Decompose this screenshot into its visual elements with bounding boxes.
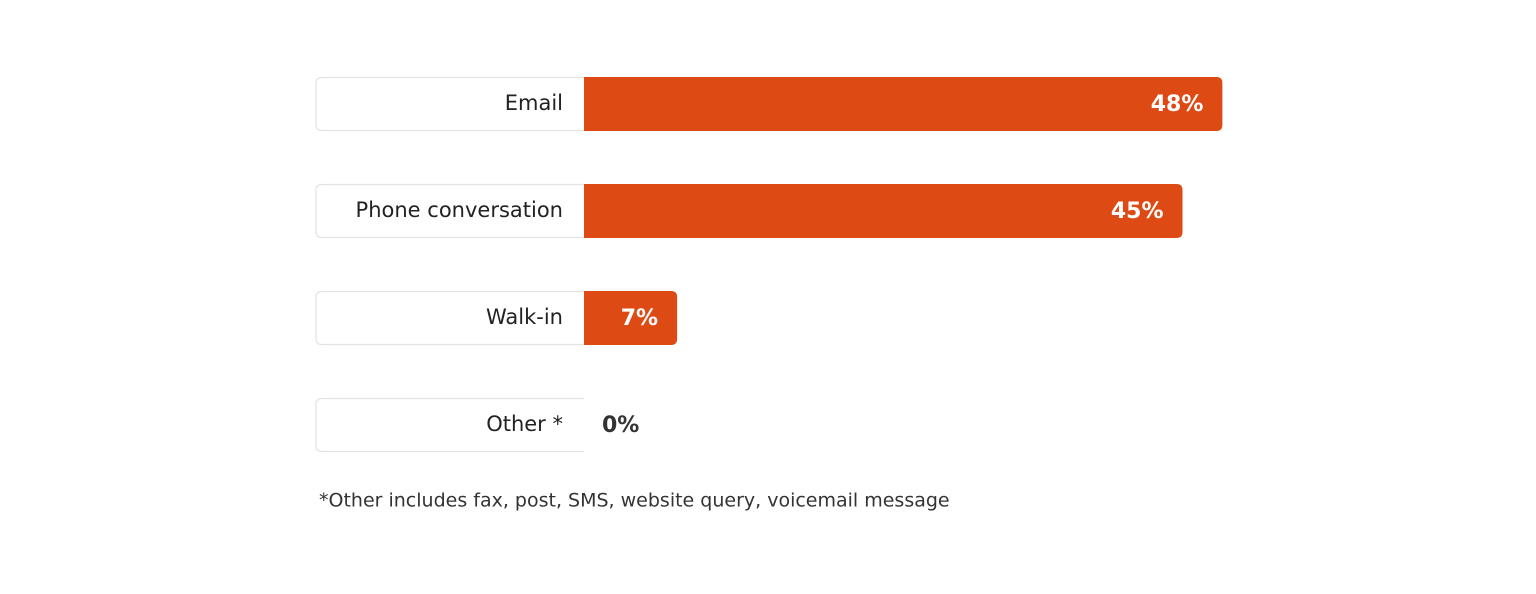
label-box bbox=[315, 76, 584, 132]
bar bbox=[584, 184, 1183, 238]
category-label: Phone conversation bbox=[356, 198, 563, 222]
category-label: Email bbox=[505, 91, 563, 115]
label-box bbox=[315, 290, 584, 346]
category-label: Other * bbox=[486, 412, 563, 436]
value-label: 48% bbox=[1151, 92, 1204, 117]
label-box bbox=[315, 183, 584, 239]
footnote: *Other includes fax, post, SMS, website … bbox=[319, 490, 950, 512]
value-label: 0% bbox=[602, 413, 639, 438]
category-label: Walk-in bbox=[486, 305, 563, 329]
value-label: 7% bbox=[621, 306, 658, 331]
value-label: 45% bbox=[1111, 199, 1164, 224]
bar bbox=[584, 77, 1223, 131]
label-box bbox=[315, 397, 584, 453]
bar bbox=[584, 291, 678, 345]
